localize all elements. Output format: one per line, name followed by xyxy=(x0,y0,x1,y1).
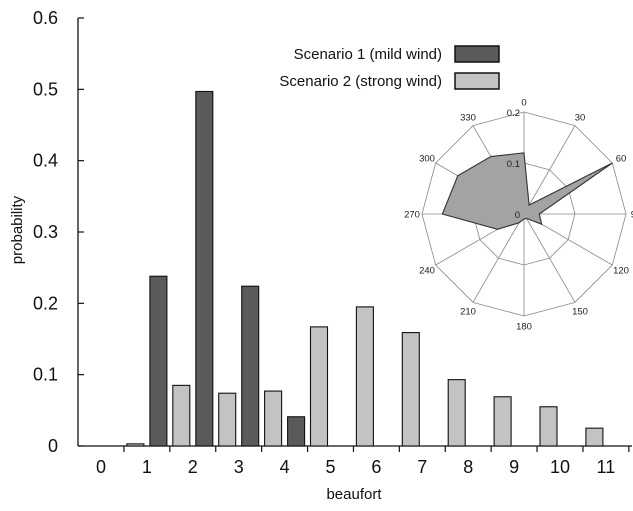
polar-radial-label: 0.2 xyxy=(507,108,520,119)
y-tick-label: 0.5 xyxy=(33,79,58,99)
x-tick-label: 7 xyxy=(417,457,427,477)
y-tick-label: 0.6 xyxy=(33,8,58,28)
bar-scenario-2 xyxy=(218,392,237,447)
polar-direction-label: 270 xyxy=(404,210,420,221)
y-tick-label: 0.4 xyxy=(33,151,58,171)
polar-direction-label: 300 xyxy=(419,154,435,165)
bar-scenario-1 xyxy=(149,275,168,447)
x-tick-label: 3 xyxy=(234,457,244,477)
x-tick-label: 1 xyxy=(142,457,152,477)
x-axis-title: beaufort xyxy=(326,486,382,503)
y-tick-label: 0.3 xyxy=(33,222,58,242)
bar-scenario-1 xyxy=(241,285,260,447)
x-tick-label: 10 xyxy=(550,457,570,477)
wind-rose-area xyxy=(441,152,613,230)
bar-scenario-2 xyxy=(355,306,374,447)
legend-swatch-scenario-2 xyxy=(454,72,500,90)
bar-scenario-2 xyxy=(126,443,145,447)
x-tick-label: 4 xyxy=(280,457,290,477)
bar-scenario-2 xyxy=(539,406,558,447)
bar-scenario-2 xyxy=(585,427,604,447)
legend-label-scenario-1: Scenario 1 (mild wind) xyxy=(294,46,442,63)
polar-radial-label: 0.1 xyxy=(507,159,520,170)
polar-direction-label: 330 xyxy=(460,113,476,124)
polar-spoke xyxy=(472,213,525,303)
bar-chart: 0 0.1 0.2 0.3 0.4 0.5 0.6 0 1 2 3 4 5 6 7 8 9 10 11 xyxy=(33,8,632,477)
bar-scenario-2 xyxy=(264,390,283,447)
x-tick-label: 8 xyxy=(463,457,473,477)
polar-direction-label: 0 xyxy=(521,98,526,109)
bar-scenario-1 xyxy=(195,90,214,447)
polar-direction-label: 150 xyxy=(572,306,588,317)
bar-scenario-2 xyxy=(172,384,191,447)
legend: Scenario 1 (mild wind) Scenario 2 (stron… xyxy=(279,45,500,90)
polar-radial-label: 0 xyxy=(515,210,520,221)
polar-direction-label: 30 xyxy=(575,113,586,124)
y-tick-label: 0 xyxy=(48,436,58,456)
bar-scenario-2 xyxy=(309,326,329,447)
bar-scenario-2 xyxy=(447,379,466,447)
y-axis-title: probability xyxy=(9,195,26,264)
wind-rose-inset: 00.10.20306090120150180210240270300330 xyxy=(404,98,633,333)
polar-direction-label: 240 xyxy=(419,266,435,277)
x-tick-label: 11 xyxy=(597,457,616,477)
x-tick-label: 6 xyxy=(371,457,381,477)
bar-scenario-1 xyxy=(287,416,306,447)
polar-direction-label: 120 xyxy=(613,266,629,277)
x-tick-label: 2 xyxy=(188,457,198,477)
polar-spoke xyxy=(523,125,576,215)
polar-direction-label: 60 xyxy=(616,154,627,165)
x-tick-label: 0 xyxy=(96,457,106,477)
x-tick-label: 9 xyxy=(509,457,519,477)
y-tick-label: 0.2 xyxy=(33,293,58,313)
y-tick-label: 0.1 xyxy=(33,365,58,385)
x-tick-label: 5 xyxy=(325,457,335,477)
bar-scenario-2 xyxy=(401,332,420,447)
polar-spoke xyxy=(523,213,576,303)
polar-direction-label: 90 xyxy=(631,210,633,221)
polar-direction-label: 180 xyxy=(516,322,532,333)
bar-scenario-2 xyxy=(493,396,512,447)
legend-swatch-scenario-1 xyxy=(454,45,500,63)
legend-label-scenario-2: Scenario 2 (strong wind) xyxy=(279,73,442,90)
polar-direction-label: 210 xyxy=(460,306,476,317)
